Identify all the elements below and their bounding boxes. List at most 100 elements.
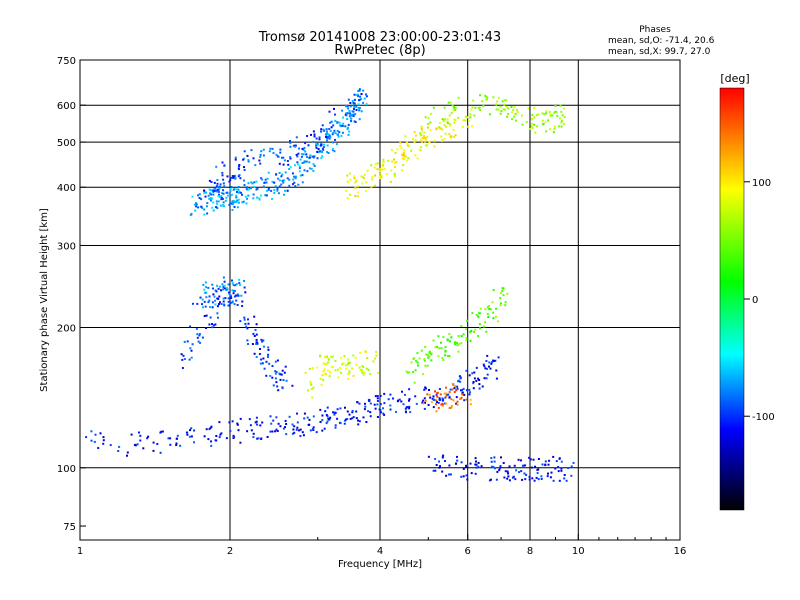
data-point (506, 115, 509, 118)
data-point (239, 417, 242, 420)
data-point (275, 371, 278, 373)
data-point (312, 130, 315, 133)
data-point (304, 371, 307, 374)
data-point (351, 110, 354, 113)
data-point (239, 320, 242, 323)
data-point (252, 332, 255, 335)
data-point (220, 198, 223, 201)
data-point (189, 347, 192, 350)
data-point (226, 191, 229, 194)
data-point (556, 115, 559, 117)
data-point (208, 179, 211, 182)
data-point (360, 369, 363, 372)
data-point (354, 121, 357, 123)
data-point (189, 214, 192, 216)
data-point (552, 479, 555, 482)
data-point (367, 368, 370, 371)
data-point (475, 466, 478, 469)
data-point (205, 327, 207, 329)
data-point (460, 396, 463, 399)
data-point (371, 176, 374, 179)
data-point (365, 421, 368, 423)
data-point (400, 400, 403, 403)
colorbar-tick-label: -100 (752, 412, 775, 423)
data-point (531, 126, 534, 129)
data-point (366, 357, 369, 360)
data-point (455, 389, 458, 392)
data-point (552, 131, 555, 134)
data-point (325, 414, 328, 416)
y-tick-label: 600 (57, 101, 76, 112)
data-point (256, 342, 259, 345)
data-point (296, 161, 299, 164)
data-point (446, 120, 449, 123)
data-point (563, 477, 566, 480)
data-point (234, 176, 237, 179)
data-point (294, 145, 297, 148)
data-point (495, 307, 498, 310)
data-point (376, 395, 379, 397)
data-point (403, 157, 405, 160)
data-point (345, 367, 348, 370)
data-point (485, 330, 488, 333)
data-point (260, 358, 263, 361)
data-point (252, 197, 255, 200)
data-point (182, 354, 185, 357)
data-point (368, 400, 371, 402)
data-point (230, 296, 232, 299)
data-point (363, 408, 366, 411)
data-point (378, 167, 381, 170)
data-point (322, 146, 325, 148)
data-point (446, 338, 449, 341)
data-point (535, 476, 538, 479)
data-point (456, 400, 459, 403)
data-point (262, 154, 265, 157)
data-point (243, 169, 246, 171)
data-point (291, 423, 294, 426)
data-point (328, 128, 331, 130)
data-point (457, 96, 460, 99)
data-point (235, 200, 237, 203)
data-point (152, 449, 155, 452)
data-point (448, 132, 451, 135)
data-point (176, 434, 179, 437)
data-point (222, 276, 225, 279)
data-point (484, 367, 487, 370)
data-point (190, 435, 193, 438)
data-point (358, 109, 361, 112)
data-point (102, 436, 105, 439)
data-point (525, 473, 528, 476)
data-point (400, 147, 403, 150)
data-point (275, 153, 278, 156)
data-point (435, 403, 437, 406)
data-point (334, 369, 337, 372)
data-point (545, 130, 548, 133)
data-point (342, 362, 345, 364)
data-point (497, 96, 500, 99)
y-axis-label: Stationary phase Virtual Height [km] (39, 208, 50, 392)
data-point (533, 106, 536, 109)
data-point (424, 137, 427, 139)
data-point (428, 351, 431, 354)
data-point (378, 408, 381, 411)
data-point (357, 95, 360, 98)
data-point (231, 279, 233, 282)
data-point (352, 354, 355, 357)
data-point (325, 373, 328, 375)
data-point (429, 112, 432, 115)
data-point (315, 137, 318, 140)
data-point (194, 203, 196, 206)
data-point (209, 193, 212, 196)
data-point (328, 134, 331, 137)
data-point (334, 132, 337, 134)
data-point (392, 397, 394, 400)
data-point (374, 395, 377, 398)
data-point (260, 177, 263, 180)
data-point (488, 305, 490, 307)
data-point (286, 160, 289, 162)
data-point (390, 149, 393, 152)
data-point (425, 138, 428, 141)
data-point (410, 361, 413, 364)
data-point (492, 311, 495, 314)
